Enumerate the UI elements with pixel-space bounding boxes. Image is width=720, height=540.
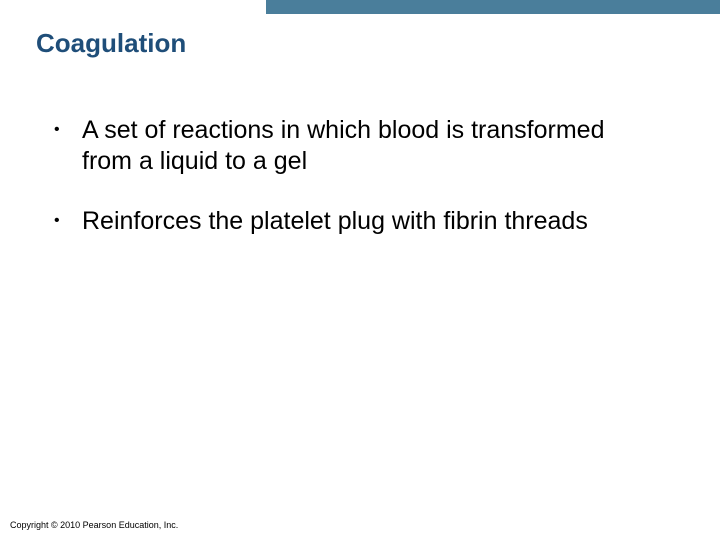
- bullet-icon: •: [54, 206, 82, 230]
- copyright-text: Copyright © 2010 Pearson Education, Inc.: [10, 520, 178, 530]
- header-accent-bar: [266, 0, 720, 14]
- bullet-list: • A set of reactions in which blood is t…: [54, 115, 660, 265]
- slide-title: Coagulation: [36, 28, 186, 59]
- bullet-text: Reinforces the platelet plug with fibrin…: [82, 206, 660, 237]
- bullet-text: A set of reactions in which blood is tra…: [82, 115, 660, 178]
- bullet-icon: •: [54, 115, 82, 139]
- list-item: • A set of reactions in which blood is t…: [54, 115, 660, 178]
- list-item: • Reinforces the platelet plug with fibr…: [54, 206, 660, 237]
